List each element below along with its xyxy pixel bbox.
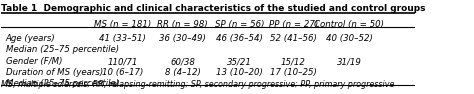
Text: 40 (30–52): 40 (30–52)	[326, 34, 373, 43]
Text: Median (25–75 percentile): Median (25–75 percentile)	[6, 79, 118, 88]
Text: 41 (33–51): 41 (33–51)	[99, 34, 146, 43]
Text: MS (n = 181): MS (n = 181)	[94, 20, 151, 29]
Text: 15/12: 15/12	[281, 57, 306, 66]
Text: Age (years): Age (years)	[6, 34, 55, 43]
Text: 36 (30–49): 36 (30–49)	[159, 34, 206, 43]
Text: MS, multiple sclerosis; RR, relapsing-remitting; SP, secondary progressive; PP, : MS, multiple sclerosis; RR, relapsing-re…	[1, 80, 395, 89]
Text: Median (25–75 percentile): Median (25–75 percentile)	[6, 45, 118, 54]
Text: 17 (10–25): 17 (10–25)	[270, 68, 317, 77]
Text: 52 (41–56): 52 (41–56)	[270, 34, 317, 43]
Text: 46 (36–54): 46 (36–54)	[216, 34, 263, 43]
Text: 110/71: 110/71	[107, 57, 137, 66]
Text: Duration of MS (years): Duration of MS (years)	[6, 68, 103, 77]
Text: Table 1  Demographic and clinical characteristics of the studied and control gro: Table 1 Demographic and clinical charact…	[1, 4, 426, 13]
Text: 13 (10–20): 13 (10–20)	[216, 68, 263, 77]
Text: Control (n = 50): Control (n = 50)	[314, 20, 384, 29]
Text: 10 (6–17): 10 (6–17)	[102, 68, 143, 77]
Text: Gender (F/M): Gender (F/M)	[6, 57, 62, 66]
Text: 35/21: 35/21	[227, 57, 252, 66]
Text: 8 (4–12): 8 (4–12)	[164, 68, 201, 77]
Text: RR (n = 98): RR (n = 98)	[157, 20, 208, 29]
Text: SP (n = 56): SP (n = 56)	[215, 20, 264, 29]
Text: 31/19: 31/19	[337, 57, 362, 66]
Text: 60/38: 60/38	[170, 57, 195, 66]
Text: PP (n = 27): PP (n = 27)	[269, 20, 318, 29]
